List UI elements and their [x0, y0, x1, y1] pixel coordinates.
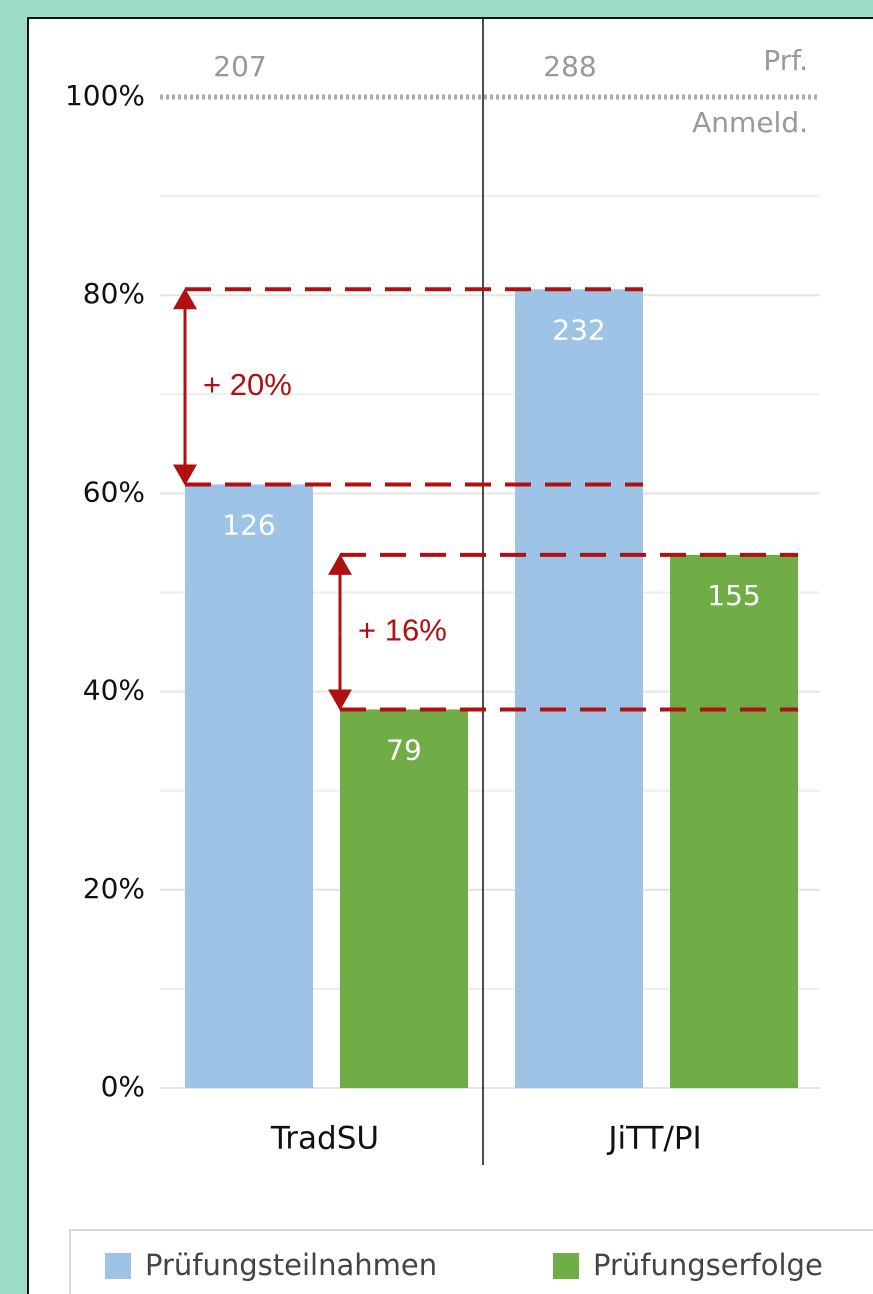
- count-label: 126: [222, 508, 275, 541]
- base-label: Anmeld.: [692, 106, 808, 139]
- bar: [340, 709, 468, 1088]
- legend-swatch: [553, 1253, 579, 1279]
- count-label: 232: [552, 313, 605, 346]
- legend-box: [69, 1229, 873, 1294]
- y-tick-label: 80%: [83, 277, 145, 310]
- legend-label: Prüfungsteilnahmen: [145, 1248, 437, 1282]
- legend-label: Prüfungserfolge: [593, 1248, 823, 1282]
- legend-swatch: [105, 1253, 131, 1279]
- annotation-label: + 20%: [203, 367, 292, 402]
- count-label: 79: [386, 733, 422, 766]
- y-tick-label: 0%: [101, 1070, 145, 1103]
- bar: [185, 484, 313, 1089]
- y-tick-label: 100%: [65, 79, 145, 112]
- bar: [515, 289, 643, 1088]
- totals-label: Prf.: [763, 44, 808, 77]
- annotation-label: + 16%: [358, 612, 447, 647]
- y-tick-label: 20%: [83, 872, 145, 905]
- total-label: 288: [543, 50, 596, 83]
- y-tick-label: 60%: [83, 475, 145, 508]
- x-tick-label: JiTT/PI: [606, 1121, 701, 1157]
- total-label: 207: [213, 50, 266, 83]
- y-tick-label: 40%: [83, 674, 145, 707]
- bar: [670, 554, 798, 1088]
- count-label: 155: [707, 579, 760, 612]
- x-tick-label: TradSU: [270, 1121, 379, 1157]
